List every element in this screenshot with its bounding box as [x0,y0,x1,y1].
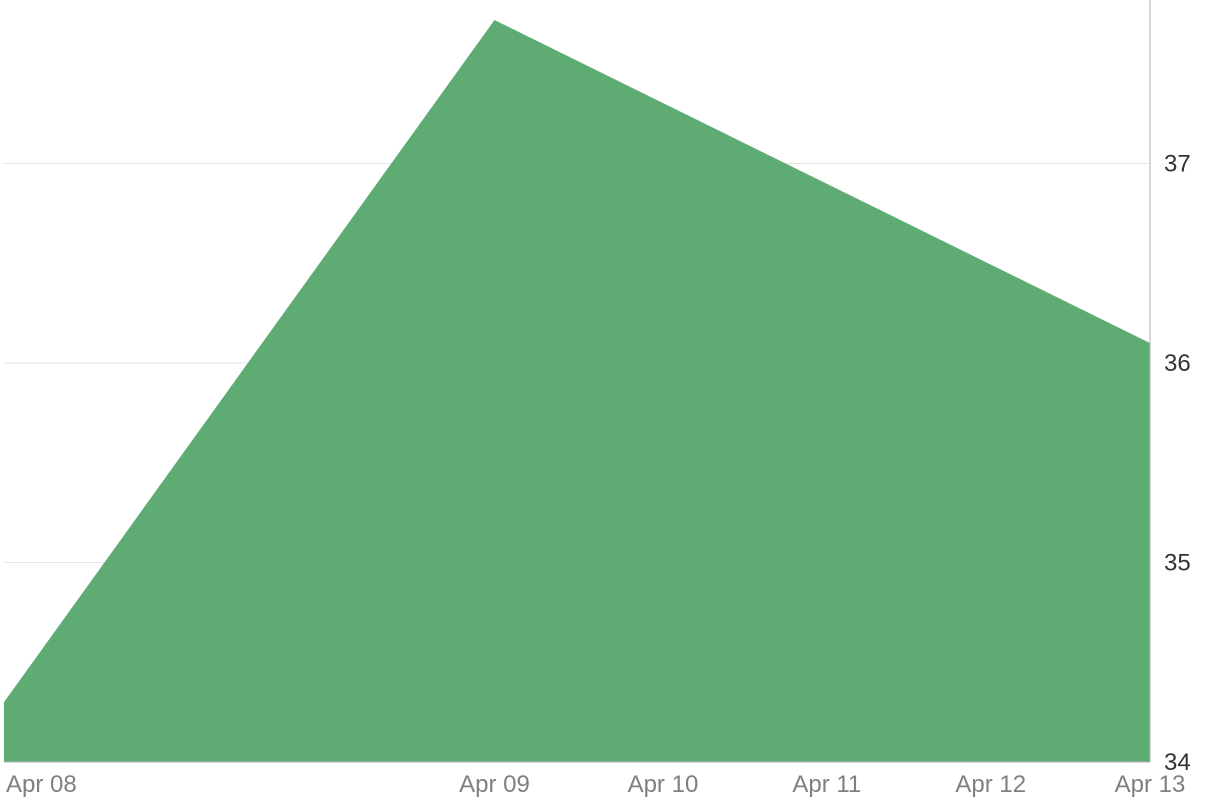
x-tick-label: Apr 09 [459,771,530,798]
y-tick-label: 35 [1164,550,1191,577]
x-tick-label: Apr 08 [6,771,77,798]
chart-svg: Apr 08Apr 09Apr 10Apr 11Apr 12Apr 133435… [0,0,1222,806]
x-tick-label: Apr 11 [792,771,861,798]
area-chart: Apr 08Apr 09Apr 10Apr 11Apr 12Apr 133435… [0,0,1222,806]
y-tick-label: 37 [1164,151,1191,178]
x-tick-label: Apr 12 [955,771,1026,798]
x-tick-label: Apr 10 [628,771,699,798]
y-tick-label: 36 [1164,350,1191,377]
area-fill [4,20,1150,762]
y-tick-label: 34 [1164,749,1191,776]
